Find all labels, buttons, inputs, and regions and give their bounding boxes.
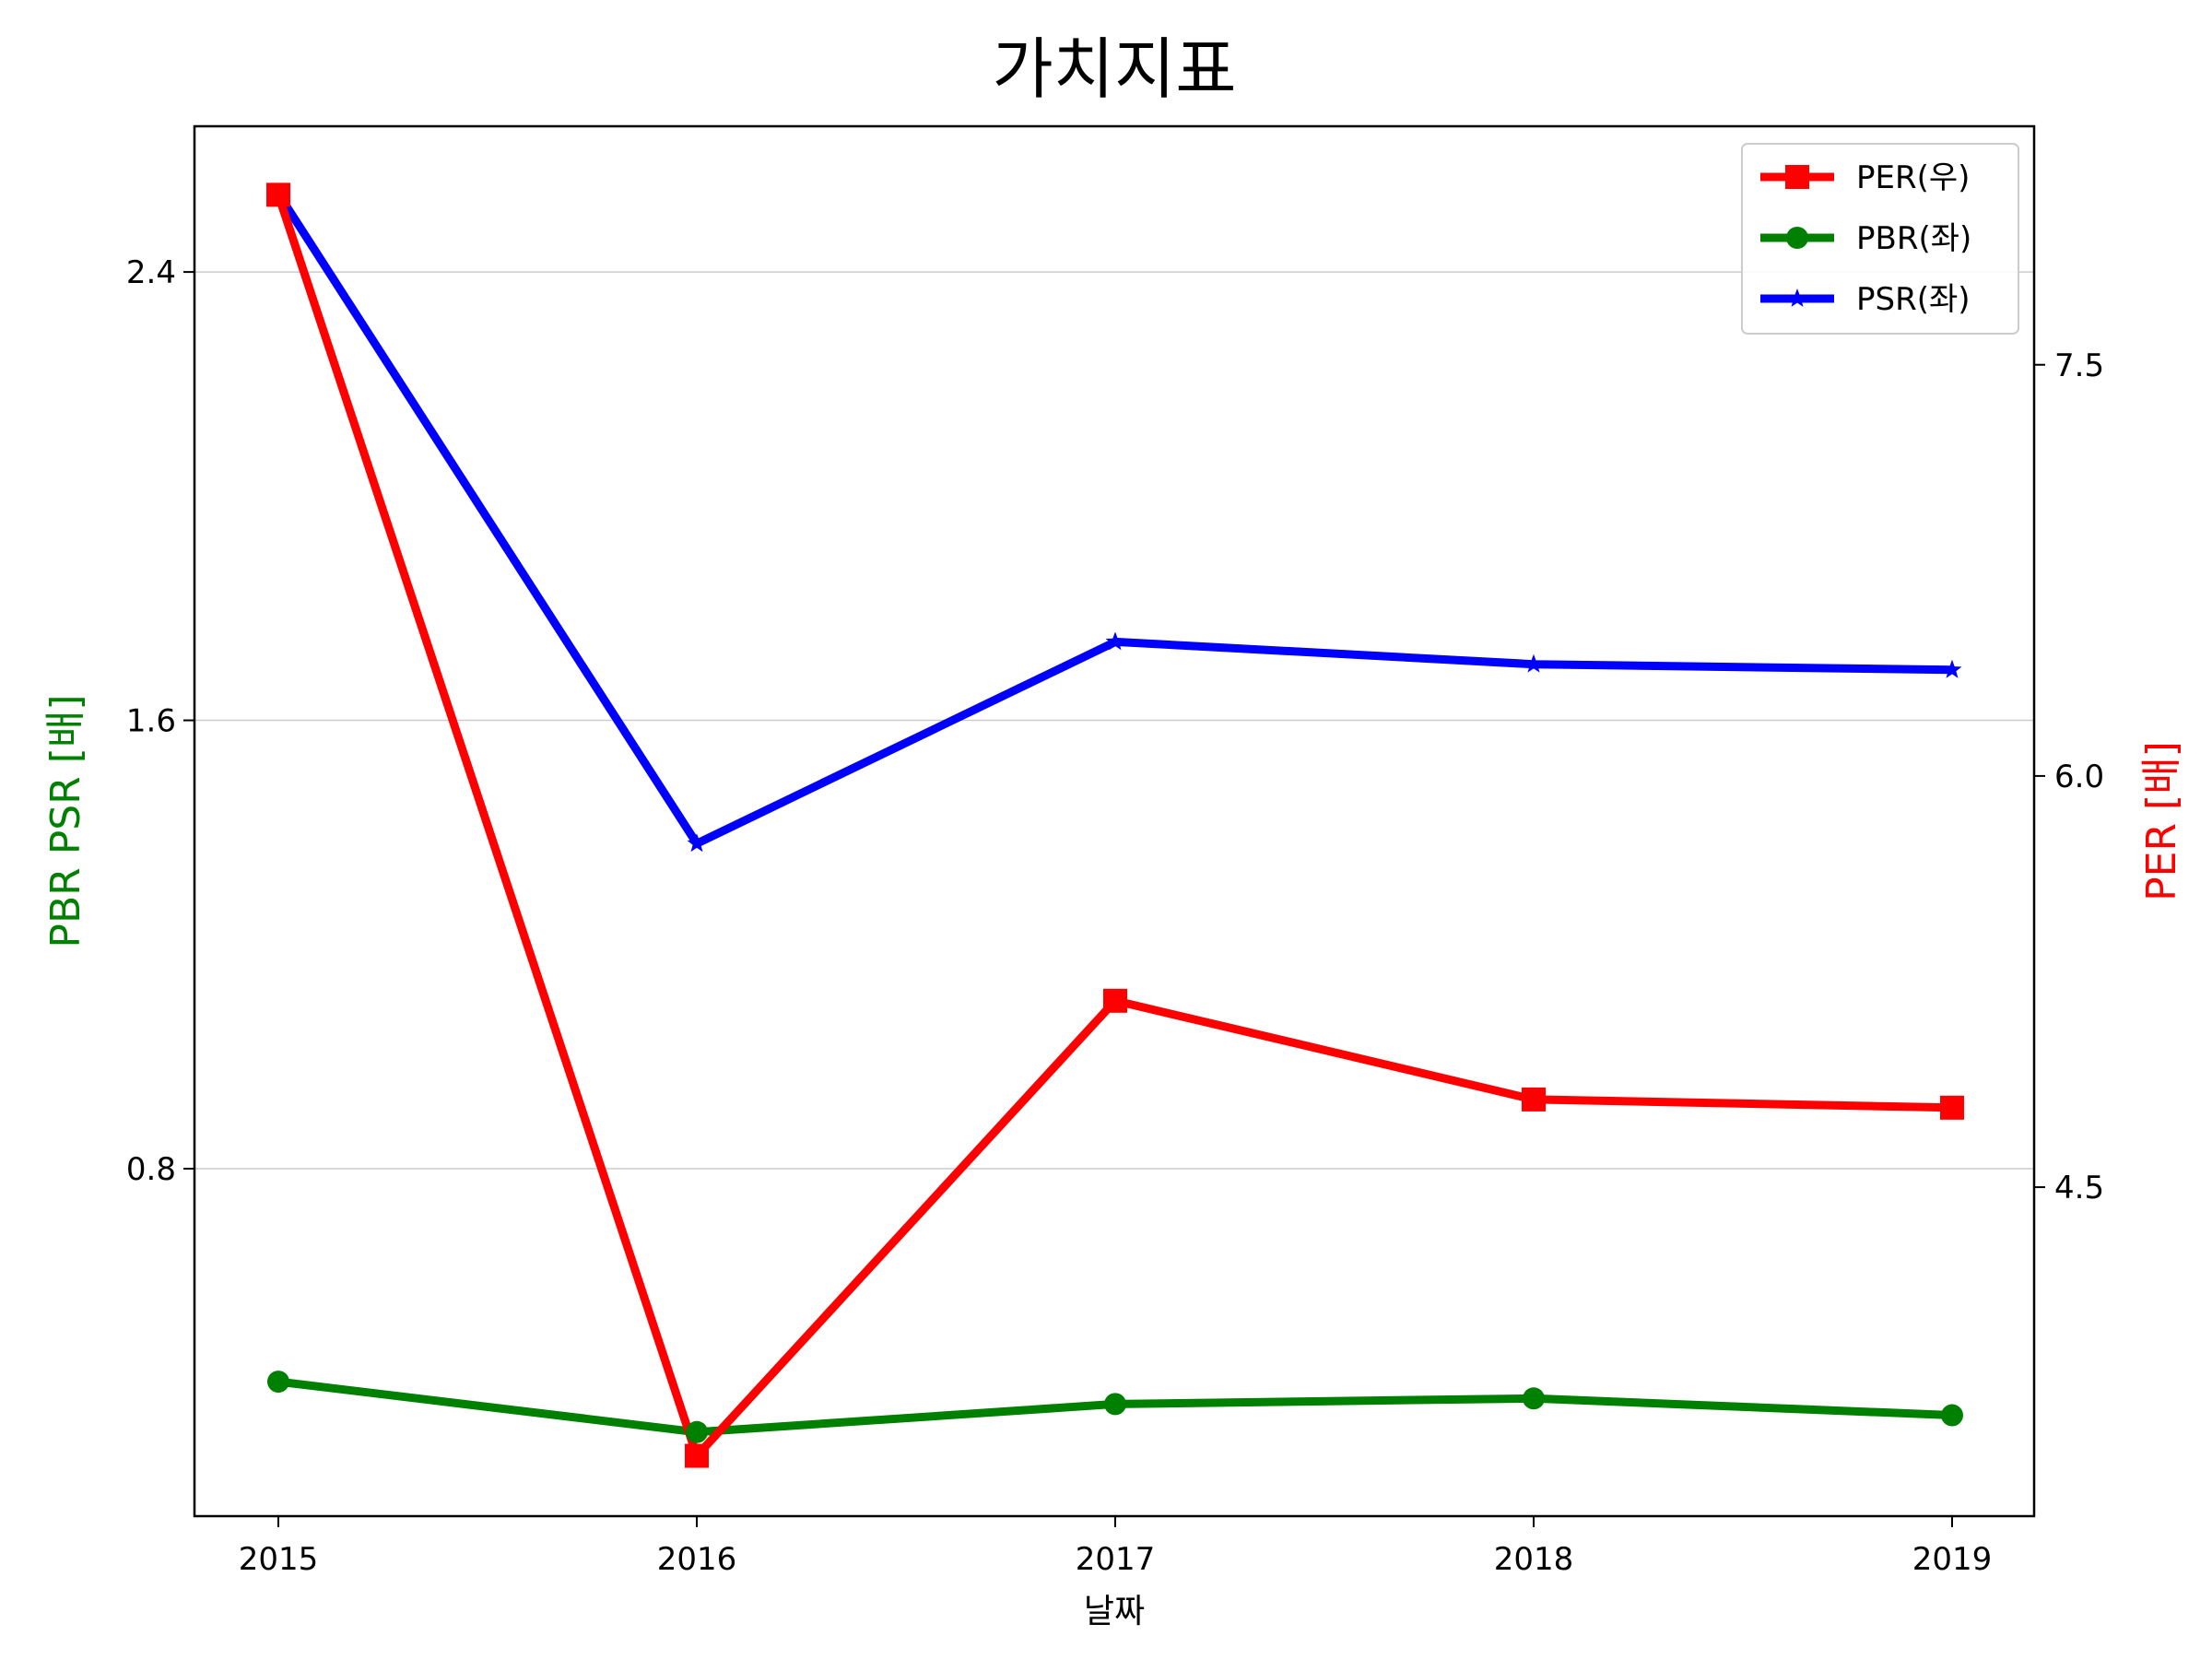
point-pbr좌-2018 <box>1523 1387 1545 1410</box>
point-per우-2017 <box>1103 988 1127 1013</box>
point-per우-2015 <box>266 182 290 207</box>
point-per우-2018 <box>1522 1087 1546 1112</box>
x-tick-label-2018: 2018 <box>1494 1541 1574 1578</box>
point-pbr좌-2019 <box>1941 1404 1963 1427</box>
point-pbr좌-2017 <box>1104 1393 1126 1416</box>
legend-label-per우: PER(우) <box>1856 159 1970 196</box>
legend-label-psr좌: PSR(좌) <box>1856 281 1971 318</box>
point-per우-2016 <box>685 1443 709 1468</box>
left-y-tick-label-2.4: 2.4 <box>126 254 176 291</box>
chart-title: 가치지표 <box>993 30 1237 108</box>
right-y-axis-label: PER [배] <box>2138 741 2185 901</box>
right-y-tick-label-4.5: 4.5 <box>2054 1170 2104 1206</box>
x-tick-label-2019: 2019 <box>1912 1541 1993 1578</box>
legend-marker-pbr좌 <box>1786 227 1808 249</box>
series-lines <box>274 189 1957 1461</box>
x-axis-label: 날짜 <box>1084 1593 1145 1630</box>
plot-frame <box>193 124 2036 1518</box>
point-psr좌-2016 <box>687 833 707 853</box>
legend-marker-psr좌 <box>1787 288 1807 307</box>
left-y-axis-ticks: 0.8 1.6 2.4 <box>126 254 194 1188</box>
point-per우-2019 <box>1940 1095 1964 1120</box>
series-markers <box>266 182 1964 1468</box>
left-y-tick-label-1.6: 1.6 <box>126 703 176 740</box>
x-tick-label-2017: 2017 <box>1076 1541 1156 1578</box>
point-psr좌-2017 <box>1105 631 1125 651</box>
legend-marker-per우 <box>1785 165 1809 189</box>
grid-lines <box>194 271 2034 1170</box>
series-line-per우 <box>274 190 1957 1461</box>
right-y-axis-ticks: 4.5 6.0 7.5 <box>2034 347 2104 1206</box>
x-tick-label-2015: 2015 <box>239 1541 319 1578</box>
point-psr좌-2018 <box>1524 653 1544 673</box>
point-psr좌-2019 <box>1942 659 1962 678</box>
right-y-tick-label-6.0: 6.0 <box>2054 759 2104 795</box>
legend-box <box>1741 143 2019 335</box>
left-y-tick-label-0.8: 0.8 <box>126 1151 176 1188</box>
right-y-tick-label-7.5: 7.5 <box>2054 347 2104 384</box>
left-y-axis-label: PBR PSR [배] <box>42 694 89 947</box>
point-pbr좌-2015 <box>267 1371 289 1394</box>
legend: PER(우) PBR(좌) PSR(좌) <box>1741 143 2019 335</box>
x-axis-ticks: 2015 2016 2017 2018 2019 <box>239 1516 1993 1578</box>
point-pbr좌-2016 <box>686 1420 708 1443</box>
x-tick-label-2016: 2016 <box>657 1541 737 1578</box>
series-line-psr좌 <box>274 189 1957 848</box>
legend-label-pbr좌: PBR(좌) <box>1856 220 1971 257</box>
